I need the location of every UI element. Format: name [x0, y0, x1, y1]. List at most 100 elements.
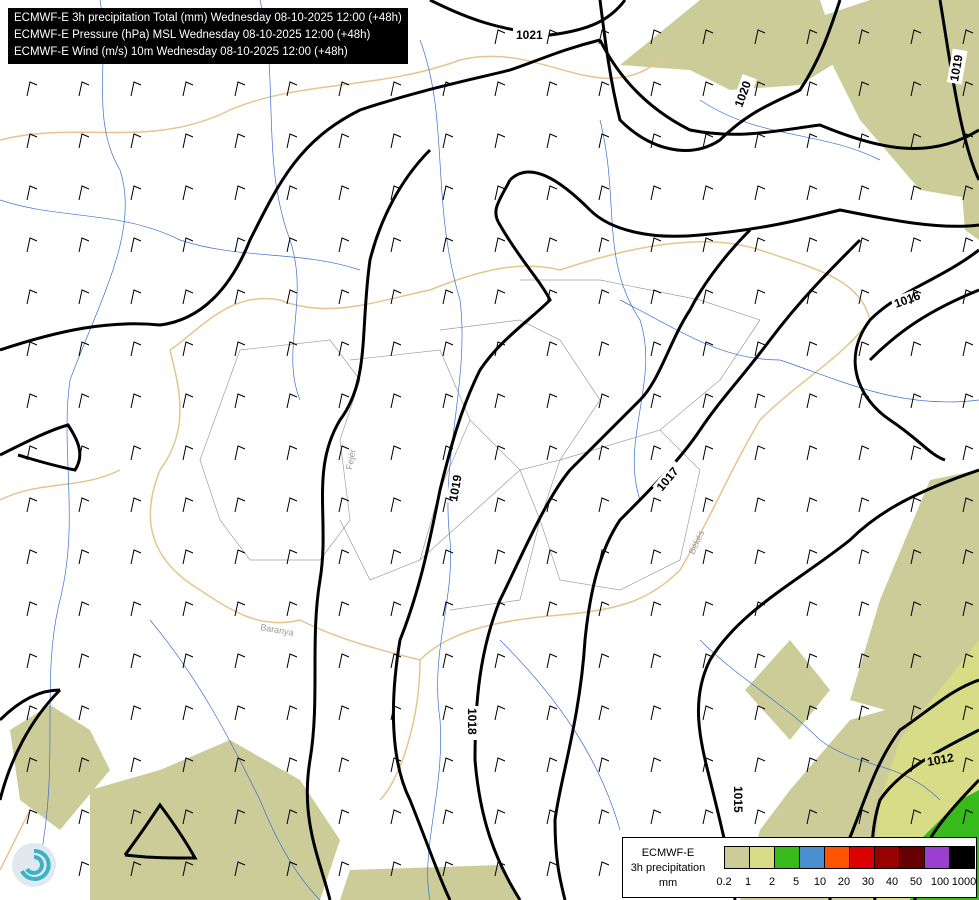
- wind-barb: [962, 705, 974, 721]
- wind-barb: [442, 549, 454, 565]
- wind-barb: [650, 237, 662, 253]
- wind-barb: [546, 653, 558, 669]
- wind-barb: [910, 341, 922, 357]
- wind-barb: [754, 237, 766, 253]
- wind-barb: [442, 133, 454, 149]
- precip-area: [850, 470, 979, 720]
- wind-barb: [806, 601, 818, 617]
- wind-barb: [286, 445, 298, 461]
- wind-barb: [78, 601, 90, 617]
- wind-barb: [442, 705, 454, 721]
- wind-barb: [910, 81, 922, 97]
- wind-barb: [858, 757, 870, 773]
- legend-swatch: [925, 847, 950, 868]
- wind-barb: [78, 549, 90, 565]
- wind-barb: [130, 549, 142, 565]
- wind-barb: [338, 549, 350, 565]
- wind-barb: [494, 185, 506, 201]
- wind-barb: [858, 705, 870, 721]
- wind-barb: [182, 497, 194, 513]
- wind-barb: [910, 549, 922, 565]
- legend-swatch: [750, 847, 775, 868]
- wind-barb: [598, 237, 610, 253]
- wind-barb: [702, 705, 714, 721]
- wind-barb: [702, 133, 714, 149]
- wind-barb: [962, 341, 974, 357]
- isobar-label: 1019: [446, 473, 464, 502]
- wind-barb: [442, 497, 454, 513]
- wind-barb: [286, 601, 298, 617]
- wind-barb: [962, 29, 974, 45]
- wind-barb: [26, 185, 38, 201]
- wind-barb: [598, 185, 610, 201]
- legend-title: ECMWF-E 3h precipitation mm: [627, 846, 709, 891]
- wind-barb: [286, 341, 298, 357]
- wind-barb: [390, 445, 402, 461]
- wind-barb: [806, 705, 818, 721]
- wind-barb: [546, 549, 558, 565]
- wind-barb: [286, 393, 298, 409]
- wind-barb: [182, 809, 194, 825]
- wind-barb: [26, 237, 38, 253]
- wind-barb: [598, 133, 610, 149]
- wind-barb: [182, 185, 194, 201]
- wind-barb: [546, 29, 558, 45]
- isobar-label: 1012: [926, 750, 955, 768]
- legend-tick: 20: [837, 876, 851, 888]
- wind-barb: [26, 653, 38, 669]
- wind-barb: [182, 237, 194, 253]
- wind-barb: [78, 653, 90, 669]
- wind-barb: [650, 653, 662, 669]
- wind-barb: [754, 289, 766, 305]
- wind-barb: [494, 237, 506, 253]
- wind-barb: [650, 809, 662, 825]
- wind-barb: [962, 81, 974, 97]
- legend-tick: 100: [930, 876, 950, 888]
- legend-ticks: 0.2 1 2 5 10 20 30 40 50 100 1000: [713, 876, 979, 892]
- wind-barb: [286, 653, 298, 669]
- wind-barb: [234, 601, 246, 617]
- title-pressure: ECMWF-E Pressure (hPa) MSL Wednesday 08-…: [14, 29, 371, 41]
- wind-barb: [806, 237, 818, 253]
- wind-barb: [338, 653, 350, 669]
- wind-barb: [78, 133, 90, 149]
- wind-barb: [26, 341, 38, 357]
- wind-barb: [130, 601, 142, 617]
- wind-barb: [754, 393, 766, 409]
- wind-barb: [494, 861, 506, 877]
- wind-barb: [806, 185, 818, 201]
- region-label: Baranya: [260, 622, 295, 638]
- wind-barb: [494, 29, 506, 45]
- wind-barb: [182, 445, 194, 461]
- legend-tick: 1000: [951, 876, 977, 888]
- isobar-labels: 1021 1020 1019 1016 1019 1017 1018 1015 …: [445, 27, 968, 818]
- precip-area: [620, 0, 840, 90]
- wind-barb: [442, 653, 454, 669]
- wind-barb: [598, 29, 610, 45]
- wind-barb: [338, 289, 350, 305]
- wind-barb: [806, 653, 818, 669]
- wind-barb: [702, 185, 714, 201]
- wind-barb: [858, 549, 870, 565]
- wind-barb: [234, 185, 246, 201]
- wind-barb: [286, 809, 298, 825]
- legend-title-line: 3h precipitation: [630, 862, 706, 874]
- wind-barb: [182, 549, 194, 565]
- wind-barb: [130, 133, 142, 149]
- wind-barb: [26, 81, 38, 97]
- wind-barb: [806, 289, 818, 305]
- wind-barb: [442, 393, 454, 409]
- wind-barb: [338, 237, 350, 253]
- legend-swatch: [875, 847, 900, 868]
- legend-tick: 5: [792, 876, 800, 888]
- wind-barb: [962, 237, 974, 253]
- wind-barb: [962, 133, 974, 149]
- wind-barb: [754, 497, 766, 513]
- wind-barb: [130, 185, 142, 201]
- wind-barb: [858, 601, 870, 617]
- wind-barb: [754, 341, 766, 357]
- wind-barb: [338, 809, 350, 825]
- wind-barb: [130, 445, 142, 461]
- wind-barb: [858, 445, 870, 461]
- wind-barb: [390, 601, 402, 617]
